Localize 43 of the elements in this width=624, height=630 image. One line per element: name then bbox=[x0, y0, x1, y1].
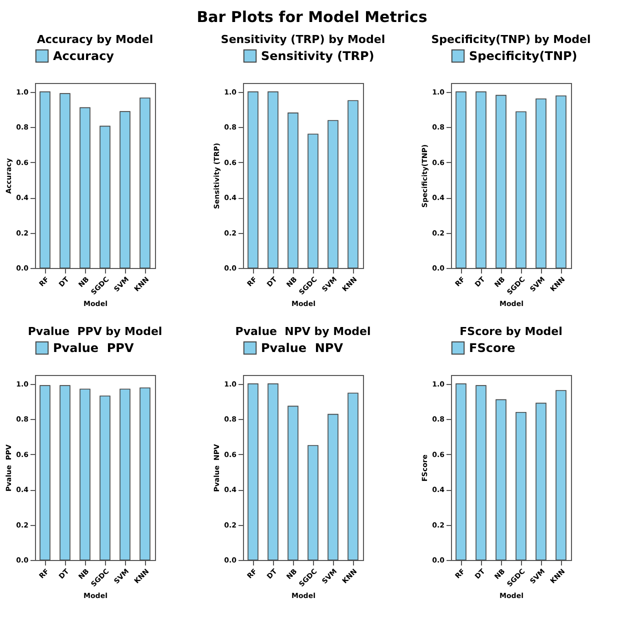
chart-title: Specificity(TNP) by Model bbox=[431, 33, 591, 46]
chart-title: FScore by Model bbox=[460, 325, 562, 338]
chart-title: Accuracy by Model bbox=[36, 33, 154, 46]
bar bbox=[120, 111, 130, 268]
bar bbox=[308, 445, 318, 560]
bar bbox=[60, 93, 70, 268]
chart-title: Sensitivity (TRP) by Model bbox=[220, 33, 386, 46]
bar bbox=[348, 392, 358, 560]
bar bbox=[476, 91, 486, 268]
bar bbox=[248, 91, 258, 268]
bar bbox=[308, 134, 318, 268]
bar bbox=[288, 406, 298, 560]
legend-label: Pvalue NPV bbox=[261, 341, 344, 355]
bar bbox=[496, 399, 506, 560]
bar bbox=[556, 390, 566, 560]
bar bbox=[476, 385, 486, 560]
bar bbox=[456, 383, 466, 560]
bar bbox=[268, 91, 278, 268]
legend-label: FScore bbox=[469, 341, 516, 355]
text: Bar Plots for Model Metrics bbox=[196, 7, 428, 28]
bar bbox=[536, 98, 546, 268]
bar bbox=[556, 95, 566, 268]
bar bbox=[248, 383, 258, 560]
bar bbox=[516, 111, 526, 268]
bar bbox=[348, 100, 358, 268]
legend-label: Accuracy bbox=[53, 49, 114, 63]
chart-title: Pvalue PPV by Model bbox=[28, 325, 162, 338]
bar bbox=[100, 126, 110, 268]
bar bbox=[536, 402, 546, 560]
bar bbox=[496, 94, 506, 268]
bar bbox=[516, 412, 526, 560]
bar bbox=[328, 120, 338, 268]
bar bbox=[288, 112, 298, 268]
legend-label: Pvalue PPV bbox=[53, 341, 134, 355]
legend-label: Specificity(TNP) bbox=[469, 49, 578, 63]
bar bbox=[80, 107, 90, 268]
bar bbox=[140, 98, 150, 268]
bar bbox=[268, 383, 278, 560]
bar bbox=[40, 91, 50, 268]
chart-title: Pvalue NPV by Model bbox=[235, 325, 371, 338]
bar bbox=[456, 91, 466, 268]
legend-label: Sensitivity (TRP) bbox=[261, 49, 374, 63]
bar bbox=[328, 414, 338, 560]
